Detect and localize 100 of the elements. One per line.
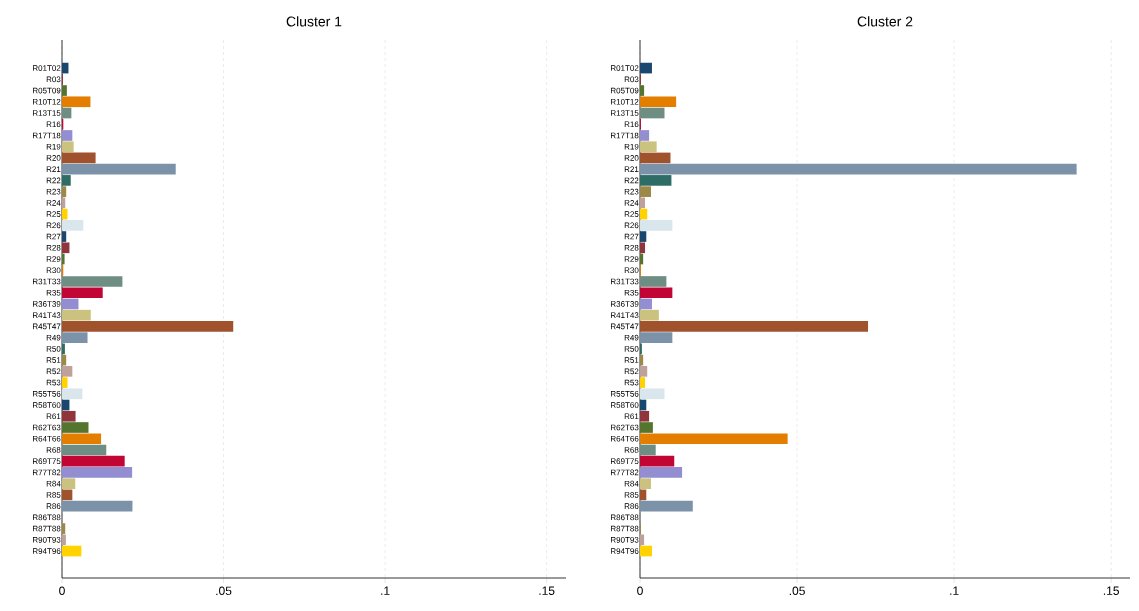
bar [640,62,652,74]
y-tick-label: R55T56 [33,390,61,397]
y-tick-label: R49 [624,334,639,341]
y-tick-label: R19 [46,143,61,150]
bar [640,130,650,141]
bar [62,489,73,501]
y-tick-label: R21 [624,166,639,172]
y-tick-label: R84 [46,480,61,487]
bar [62,96,91,108]
y-tick-label: R87T88 [33,525,61,532]
bar [640,175,672,186]
y-tick-label: R05T09 [611,87,639,94]
bar [640,534,645,546]
y-tick-label: R36T39 [33,301,61,307]
bar [62,309,91,321]
chart-title: Cluster 1 [286,16,342,27]
y-tick-label: R86 [624,503,639,509]
x-tick-label: 0 [59,586,65,596]
y-tick-label: R50 [46,346,61,352]
y-tick-label: R29 [624,256,639,262]
y-tick-label: R01T02 [611,65,639,71]
y-tick-label: R55T56 [611,390,639,397]
y-tick-label: R35 [46,289,61,296]
y-tick-label: R77T82 [33,469,61,476]
y-tick-label: R10T12 [611,98,639,105]
bar [62,231,67,242]
y-tick-label: R86T88 [611,514,639,521]
bar [62,186,67,197]
y-tick-label: R01T02 [33,65,61,71]
bar [62,410,76,422]
bar [62,321,234,332]
y-tick-label: R27 [624,233,639,240]
y-tick-label: R49 [46,334,61,341]
y-tick-label: R13T15 [33,110,61,116]
y-tick-label: R03 [624,76,639,83]
y-tick-label: R13T15 [611,110,639,116]
y-tick-label: R94T96 [611,548,639,554]
y-tick-label: R53 [624,379,639,386]
bar [640,321,869,332]
chart-title: Cluster 2 [857,16,913,27]
bar [640,287,673,299]
bar [640,197,646,209]
bar [62,545,82,557]
bar [62,377,68,388]
y-tick-label: R25 [46,211,61,217]
y-tick-label: R64T66 [611,435,639,442]
bar [640,309,659,321]
bar [640,85,645,96]
y-tick-label: R85 [624,492,639,498]
bar [640,422,653,433]
bar [62,219,84,231]
y-tick-label: R86T88 [33,514,61,521]
y-tick-label: R31T33 [33,278,61,285]
y-tick-label: R25 [624,211,639,217]
y-tick-label: R26 [46,222,61,229]
y-tick-label: R36T39 [611,301,639,307]
y-tick-label: R77T82 [611,469,639,476]
y-tick-label: R35 [624,289,639,296]
y-tick-label: R51 [624,357,639,363]
bar [62,85,67,96]
bar [62,366,73,377]
y-tick-label: R52 [624,368,639,375]
bar [62,298,79,310]
y-tick-label: R45T47 [33,323,61,330]
x-tick-label: .15 [1103,586,1119,595]
y-tick-label: R22 [624,177,639,184]
y-tick-label: R28 [46,244,61,251]
y-tick-label: R20 [46,155,61,161]
y-tick-label: R90T93 [33,536,61,543]
bar [640,186,651,197]
y-tick-label: R58T60 [611,402,639,408]
bar [62,152,96,164]
y-tick-label: R27 [46,233,61,240]
y-tick-label: R24 [624,200,639,206]
bar [640,399,647,411]
y-tick-label: R64T66 [33,435,61,442]
y-tick-label: R41T43 [611,312,639,319]
bar [640,489,647,501]
bar [640,332,673,343]
y-tick-label: R61 [624,413,639,420]
y-tick-label: R17T18 [611,132,639,139]
bar [640,467,683,478]
bar [62,433,102,445]
bar [62,130,73,141]
y-tick-label: R22 [46,177,61,184]
bar [640,219,673,231]
x-tick-label: 0 [637,586,643,596]
bar [640,478,651,489]
y-tick-label: R68 [46,447,61,453]
bar [62,478,76,489]
bar [62,422,89,433]
y-tick-label: R16 [46,121,61,128]
bar [62,287,103,299]
x-tick-label: .1 [381,586,390,595]
y-tick-label: R58T60 [33,402,61,408]
y-tick-label: R05T09 [33,87,61,94]
y-tick-label: R50 [624,346,639,352]
bar [62,141,74,153]
bar [640,377,646,388]
y-tick-label: R30 [46,267,61,274]
